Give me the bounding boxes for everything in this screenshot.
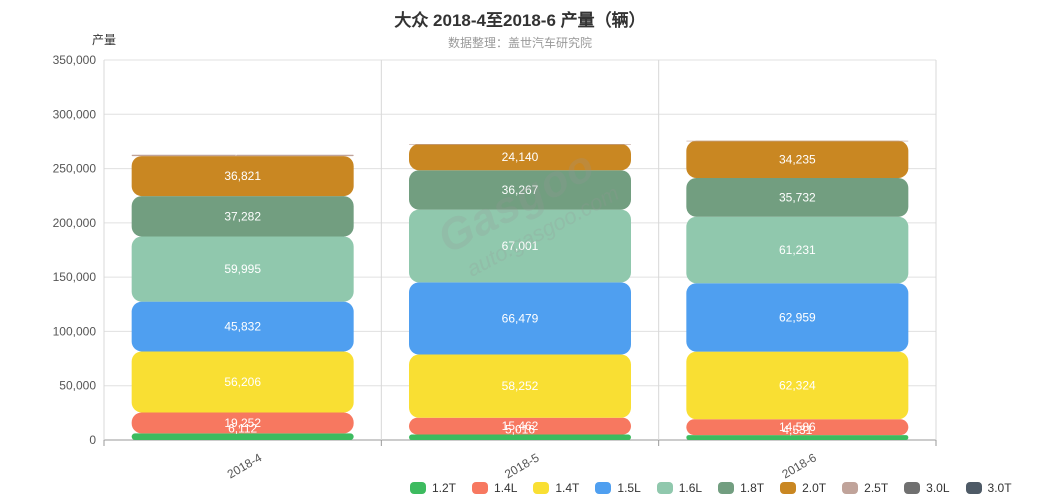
legend-swatch	[842, 482, 859, 494]
legend-swatch	[472, 482, 489, 494]
legend-item-2.0T[interactable]: 2.0T	[780, 481, 826, 495]
data-label-1.2T-2018-5: 5,016	[505, 423, 535, 437]
legend-swatch	[718, 482, 735, 494]
data-label-1.2T-2018-4: 6,112	[228, 421, 257, 435]
y-tick-label: 350,000	[53, 53, 97, 67]
legend-label: 1.4T	[555, 481, 580, 495]
bar-segment-1.8T-2018-4[interactable]	[131, 196, 354, 237]
y-tick-label: 100,000	[53, 324, 97, 338]
data-label-1.4L-2018-5: 15,462	[502, 419, 539, 433]
data-label-1.8T-2018-5: 36,267	[502, 183, 539, 197]
data-label-1.8T-2018-6: 35,732	[779, 190, 816, 204]
y-tick-label: 150,000	[53, 270, 97, 284]
y-tick-label: 250,000	[53, 162, 97, 176]
legend-label: 2.0T	[802, 481, 827, 495]
legend-swatch	[533, 482, 550, 494]
legend-label: 1.6L	[678, 481, 703, 495]
legend-label: 1.8T	[740, 481, 765, 495]
legend-swatch	[410, 482, 426, 494]
legend-item-3.0T[interactable]: 3.0T	[965, 481, 1012, 495]
legend-swatch	[904, 482, 921, 494]
legend-label: 1.2T	[432, 481, 457, 495]
legend-item-1.6L[interactable]: 1.6L	[656, 481, 703, 495]
data-label-1.4T-2018-6: 62,324	[779, 378, 816, 392]
bar-segment-1.5L-2018-4[interactable]	[131, 301, 354, 352]
bar-segment-1.2T-2018-6[interactable]	[686, 435, 909, 440]
bar-segment-1.4T-2018-5[interactable]	[409, 354, 631, 418]
data-label-2.5T-2018-6: 18	[791, 129, 805, 143]
legend-item-1.8T[interactable]: 1.8T	[718, 481, 764, 495]
legend-label: 3.0L	[926, 481, 950, 495]
data-label-1.8T-2018-4: 37,282	[224, 209, 261, 223]
legend-label: 2.5T	[864, 481, 889, 495]
y-tick-label: 300,000	[53, 107, 97, 121]
data-label-1.4L-2018-4: 19,252	[224, 416, 261, 430]
legend-swatch	[595, 482, 612, 494]
chart-legend: 1.2T 1.4L 1.4T 1.5L 1.6L 1.8T 2.0T 2.5T 3.0L 3.0T	[410, 480, 1028, 496]
bar-segment-1.4L-2018-6[interactable]	[686, 419, 909, 436]
bar-segment-2.0T-2018-6[interactable]	[686, 140, 909, 178]
bar-segment-1.2T-2018-4[interactable]	[131, 433, 354, 440]
y-tick-label: 50,000	[59, 379, 96, 393]
legend-swatch	[780, 482, 797, 494]
x-tick-label: 2018-6	[779, 450, 819, 480]
legend-item-2.5T[interactable]: 2.5T	[842, 481, 888, 495]
bar-segment-1.6L-2018-5[interactable]	[409, 209, 631, 283]
x-tick-label: 2018-5	[502, 450, 542, 480]
chart-title: 大众 2018-4至2018-6 产量（辆）	[394, 11, 646, 30]
y-axis-label: 产量	[92, 33, 116, 47]
bar-segment-1.6L-2018-6[interactable]	[686, 216, 909, 284]
legend-item-1.4L[interactable]: 1.4L	[472, 481, 517, 495]
chart-subtitle: 数据整理：盖世汽车研究院	[447, 36, 592, 50]
data-label-1.5L-2018-4: 45,832	[224, 320, 261, 334]
data-label-1.5L-2018-5: 66,479	[502, 311, 539, 325]
bar-segment-2.0T-2018-4[interactable]	[131, 156, 354, 197]
legend-label: 3.0T	[987, 481, 1012, 495]
data-label-2.0T-2018-6: 34,235	[779, 152, 816, 166]
bar-segment-2.5T-2018-5[interactable]	[409, 143, 631, 145]
data-label-1.6L-2018-5: 67,001	[502, 239, 539, 253]
legend-item-1.4T[interactable]: 1.4T	[533, 481, 579, 495]
bar-segment-2.5T-2018-4[interactable]	[131, 154, 354, 157]
bar-segment-1.5L-2018-5[interactable]	[409, 282, 631, 355]
data-label-1.2T-2018-6: 4,531	[782, 423, 812, 437]
data-label-1.4T-2018-5: 58,252	[502, 379, 539, 393]
data-label-2.5T-2018-4: 1,201	[228, 143, 258, 157]
legend-label: 1.4L	[494, 481, 518, 495]
y-tick-label: 0	[89, 433, 96, 447]
data-label-1.6L-2018-6: 61,231	[779, 243, 816, 257]
legend-swatch	[965, 482, 982, 494]
legend-item-1.5L[interactable]: 1.5L	[595, 481, 641, 495]
legend-label: 1.5L	[617, 481, 641, 495]
bar-segment-1.4T-2018-4[interactable]	[131, 351, 354, 413]
bar-segment-1.4L-2018-4[interactable]	[131, 412, 354, 434]
legend-item-3.0L[interactable]: 3.0L	[904, 481, 950, 495]
stacked-bar-chart: 0 50,000 100,000 150,000 200,000 250,000 300,0…	[53, 33, 937, 480]
data-label-2.5T-2018-5: 20	[513, 132, 527, 146]
legend-item-1.2T[interactable]: 1.2T	[410, 481, 456, 495]
bar-segment-1.5L-2018-6[interactable]	[686, 283, 909, 352]
bar-segment-1.8T-2018-6[interactable]	[686, 177, 909, 217]
legend-swatch	[656, 482, 673, 494]
data-label-2.0T-2018-5: 24,140	[502, 150, 539, 164]
x-tick-label: 2018-4	[225, 450, 265, 480]
bar-segment-1.4T-2018-6[interactable]	[686, 351, 909, 420]
data-label-1.5L-2018-6: 62,959	[779, 310, 816, 324]
data-label-1.4T-2018-4: 56,206	[224, 375, 261, 389]
bar-segment-1.8T-2018-5[interactable]	[409, 170, 631, 210]
bar-segment-2.0T-2018-5[interactable]	[409, 144, 631, 171]
bar-segment-2.5T-2018-6[interactable]	[686, 140, 909, 142]
data-label-1.4L-2018-6: 14,586	[779, 420, 816, 434]
y-tick-label: 200,000	[53, 216, 97, 230]
bar-segment-1.6L-2018-4[interactable]	[131, 236, 354, 302]
data-label-1.6L-2018-4: 59,995	[224, 262, 261, 276]
data-label-2.0T-2018-4: 36,821	[224, 169, 261, 183]
bar-segment-1.4L-2018-5[interactable]	[409, 417, 631, 435]
bar-segment-1.2T-2018-5[interactable]	[409, 434, 631, 440]
